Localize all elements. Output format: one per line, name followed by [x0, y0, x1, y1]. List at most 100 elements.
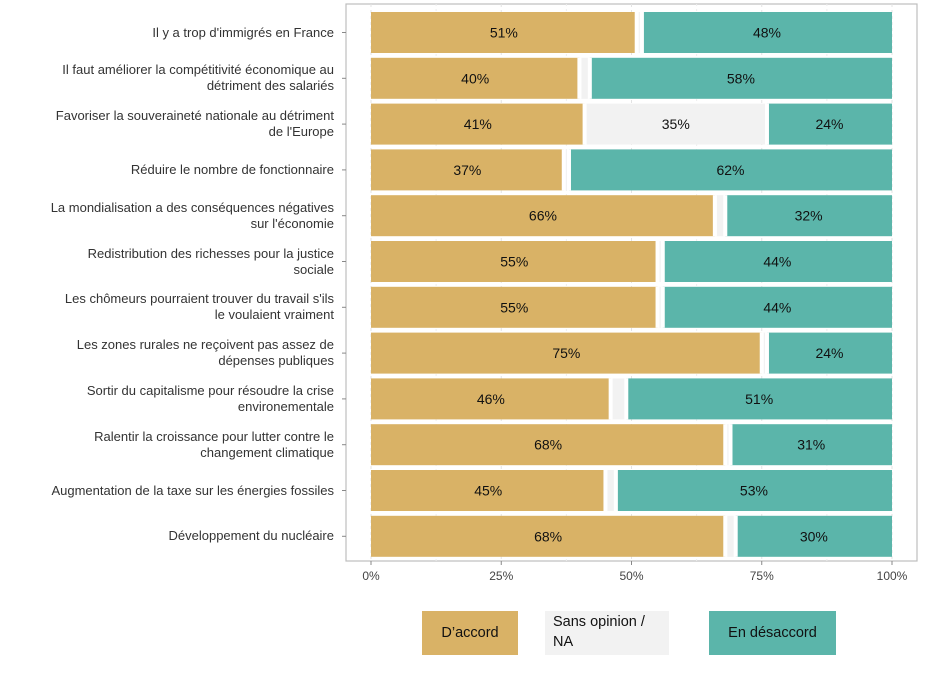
stacked-bar-chart: 51% 48% 40% 58% 41% 35% 24% 37% 62% 66% 32% 55% 44% 5… — [50, 3, 918, 583]
bar-segment-no-opinion — [610, 378, 627, 420]
legend-label-disagree: En désaccord — [728, 625, 817, 641]
segment-gap — [723, 515, 728, 557]
bar-segment-disagree — [589, 57, 892, 99]
legend-label-no-opinion: Sans opinion / NA — [553, 614, 645, 650]
bar-value-label: 75% — [552, 345, 580, 361]
bar-segment-disagree — [766, 103, 892, 145]
bar-segment-agree — [371, 378, 611, 420]
plot-area: 51% 48% 40% 58% 41% 35% 24% 37% 62% 66% 32% 55% 44% 5… — [342, 3, 918, 565]
bar-segment-no-opinion — [657, 286, 663, 328]
bar-value-label: 30% — [800, 528, 828, 544]
bar-segment-agree — [371, 470, 606, 511]
bar-segment-no-opinion — [725, 515, 736, 557]
bar-value-label: 46% — [477, 391, 505, 407]
bar-segment-no-opinion — [579, 57, 590, 99]
x-tick-label: 0% — [362, 569, 380, 583]
bar-segment-disagree — [725, 195, 892, 237]
bar-segment-agree — [371, 12, 637, 53]
segment-gap — [759, 332, 764, 374]
segment-gap — [655, 241, 660, 282]
bar-segment-disagree — [766, 332, 892, 374]
bar-value-label: 45% — [474, 483, 502, 499]
bar-segment-no-opinion — [725, 424, 731, 466]
bar-segment-disagree — [662, 241, 892, 282]
bar-segment-agree — [371, 286, 658, 328]
bar-segment-disagree — [641, 12, 892, 53]
bar-segment-agree — [371, 424, 726, 466]
y-category-label: Réduire le nombre de fonctionnaire — [130, 161, 334, 177]
bar-segment-disagree — [730, 424, 892, 466]
bar-segment-disagree — [626, 378, 892, 420]
bar-value-label: 51% — [745, 391, 773, 407]
y-category-label: Favoriser la souveraineté nationale au d… — [55, 108, 334, 140]
bar-value-label: 32% — [795, 208, 823, 224]
bar-value-label: 31% — [797, 437, 825, 453]
y-category-label: Les zones rurales ne reçoivent pas assez… — [76, 337, 334, 369]
bar-segment-agree — [371, 103, 585, 145]
bar-value-label: 51% — [490, 25, 518, 41]
segment-gap — [566, 149, 571, 191]
segment-gap — [712, 195, 717, 237]
x-tick-label: 100% — [876, 569, 908, 583]
y-category-label: Il faut améliorer la compétitivité écono… — [62, 62, 334, 94]
bar-value-label: 68% — [534, 528, 562, 544]
legend-item-disagree: En désaccord — [709, 611, 836, 655]
bar-value-label: 53% — [740, 483, 768, 499]
bar-value-label: 35% — [662, 116, 690, 132]
bar-segment-disagree — [735, 515, 892, 557]
legend-item-agree: D’accord — [422, 611, 518, 655]
bar-value-label: 44% — [763, 254, 791, 270]
y-category-label: Ralentir la croissance pour lutter contr… — [94, 428, 334, 460]
y-category-label: Augmentation de la taxe sur les énergies… — [51, 482, 334, 498]
bar-segment-agree — [371, 57, 580, 99]
segment-gap — [603, 470, 608, 511]
segment-gap — [764, 332, 769, 374]
segment-gap — [613, 470, 618, 511]
segment-gap — [577, 57, 582, 99]
bar-value-label: 55% — [500, 299, 528, 315]
bar-value-label: 66% — [529, 208, 557, 224]
segment-gap — [764, 103, 769, 145]
bar-segment-agree — [371, 332, 762, 374]
x-tick-label: 25% — [489, 569, 514, 583]
bar-value-label: 37% — [453, 162, 481, 178]
y-category-label: Sortir du capitalisme pour résoudre la c… — [86, 382, 334, 414]
bar-segment-agree — [371, 241, 658, 282]
segment-gap — [587, 57, 592, 99]
bar-value-label: 40% — [461, 70, 489, 86]
bar-segment-no-opinion — [714, 195, 726, 237]
segment-gap — [728, 424, 733, 466]
segment-gap — [608, 378, 613, 420]
bar-value-label: 68% — [534, 437, 562, 453]
segment-gap — [634, 12, 639, 53]
bar-value-label: 24% — [815, 345, 843, 361]
y-category-label: Les chômeurs pourraient trouver du trava… — [64, 291, 334, 323]
bar-value-label: 58% — [727, 70, 755, 86]
bar-segment-no-opinion — [563, 149, 569, 191]
legend-item-no-opinion: Sans opinion / NA — [545, 611, 669, 655]
segment-gap — [639, 12, 644, 53]
bar-segment-no-opinion — [636, 12, 642, 53]
bar-value-label: 44% — [763, 299, 791, 315]
y-category-label: Développement du nucléaire — [168, 528, 335, 544]
bar-segment-no-opinion — [657, 241, 663, 282]
bar-value-label: 41% — [464, 116, 492, 132]
bar-value-label: 24% — [815, 116, 843, 132]
bar-segment-disagree — [662, 286, 892, 328]
x-tick-label: 75% — [749, 569, 774, 583]
x-tick-label: 50% — [619, 569, 644, 583]
y-category-label: Il y a trop d'immigrés en France — [152, 24, 334, 40]
segment-gap — [561, 149, 566, 191]
legend-label-agree: D’accord — [441, 625, 499, 641]
segment-gap — [723, 424, 728, 466]
bar-segment-no-opinion — [584, 103, 767, 145]
bar-segment-agree — [371, 515, 726, 557]
bar-segment-agree — [371, 195, 715, 237]
bar-segment-disagree — [568, 149, 892, 191]
y-category-label: La mondialisation a des conséquences nég… — [50, 199, 334, 231]
bar-segment-agree — [371, 149, 564, 191]
bar-segment-disagree — [615, 470, 892, 511]
bar-segment-no-opinion — [761, 332, 767, 374]
segment-gap — [655, 286, 660, 328]
bar-value-label: 55% — [500, 254, 528, 270]
